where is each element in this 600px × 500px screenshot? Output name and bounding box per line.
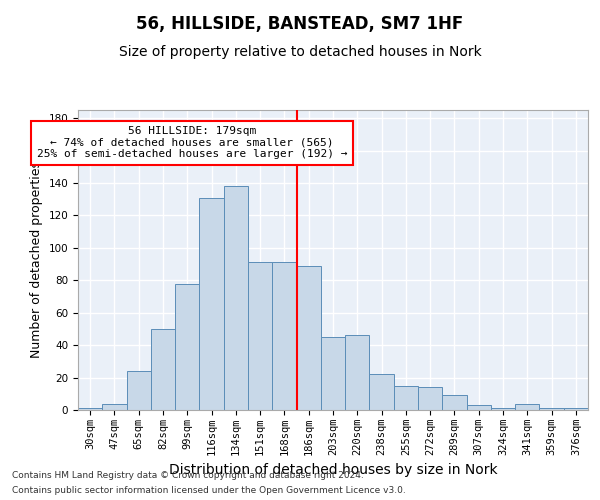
Bar — [175, 284, 199, 410]
X-axis label: Distribution of detached houses by size in Nork: Distribution of detached houses by size … — [169, 464, 497, 477]
Bar — [102, 404, 127, 410]
Bar — [272, 262, 296, 410]
Bar — [199, 198, 224, 410]
Bar — [296, 266, 321, 410]
Bar — [151, 329, 175, 410]
Bar — [515, 404, 539, 410]
Bar — [467, 405, 491, 410]
Bar — [127, 371, 151, 410]
Bar — [370, 374, 394, 410]
Text: Contains public sector information licensed under the Open Government Licence v3: Contains public sector information licen… — [12, 486, 406, 495]
Bar — [491, 408, 515, 410]
Bar — [78, 408, 102, 410]
Bar — [394, 386, 418, 410]
Text: Contains HM Land Registry data © Crown copyright and database right 2024.: Contains HM Land Registry data © Crown c… — [12, 471, 364, 480]
Bar — [564, 408, 588, 410]
Text: Size of property relative to detached houses in Nork: Size of property relative to detached ho… — [119, 45, 481, 59]
Bar — [248, 262, 272, 410]
Bar — [321, 337, 345, 410]
Bar — [442, 396, 467, 410]
Bar — [539, 408, 564, 410]
Bar — [418, 388, 442, 410]
Y-axis label: Number of detached properties: Number of detached properties — [30, 162, 43, 358]
Bar — [224, 186, 248, 410]
Text: 56 HILLSIDE: 179sqm
← 74% of detached houses are smaller (565)
25% of semi-detac: 56 HILLSIDE: 179sqm ← 74% of detached ho… — [37, 126, 347, 160]
Bar — [345, 336, 370, 410]
Text: 56, HILLSIDE, BANSTEAD, SM7 1HF: 56, HILLSIDE, BANSTEAD, SM7 1HF — [136, 15, 464, 33]
